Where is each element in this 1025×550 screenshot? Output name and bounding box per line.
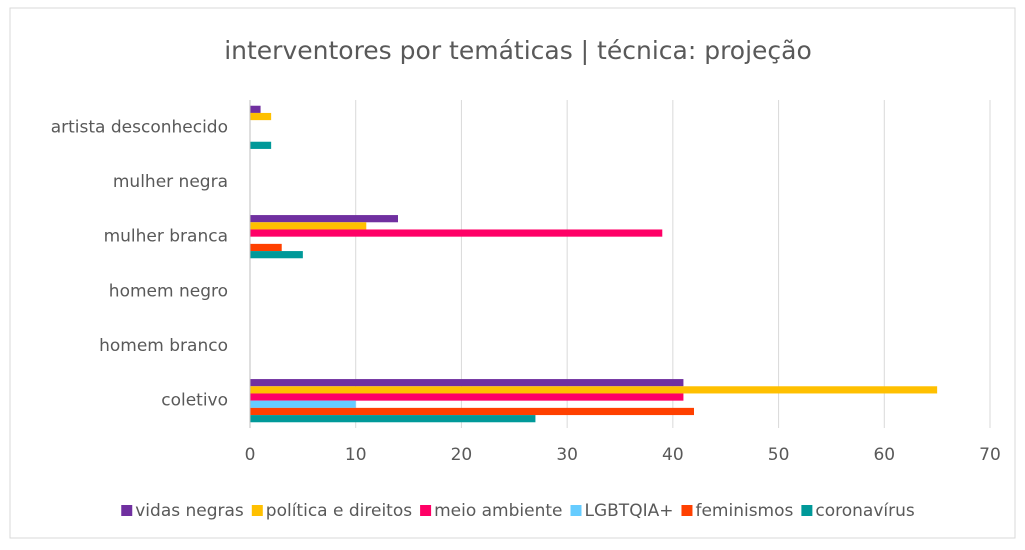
y-tick-label: coletivo — [161, 391, 228, 411]
x-tick-label: 0 — [245, 445, 256, 465]
x-tick-label: 40 — [662, 445, 684, 465]
x-tick-label: 50 — [768, 445, 790, 465]
legend-label: política e direitos — [266, 501, 412, 521]
y-tick-label: mulher branca — [104, 227, 228, 247]
bar — [250, 251, 303, 259]
bar — [250, 393, 684, 401]
bar — [250, 400, 356, 408]
x-tick-label: 30 — [556, 445, 578, 465]
legend-swatch — [681, 505, 693, 516]
bar — [250, 407, 694, 416]
legend-label: feminismos — [695, 501, 793, 521]
bar — [250, 141, 272, 149]
legend-label: coronavírus — [815, 501, 915, 521]
bar — [250, 415, 536, 423]
bar — [250, 243, 282, 252]
legend-swatch — [801, 505, 813, 516]
x-tick-label: 10 — [345, 445, 367, 465]
bar — [250, 222, 367, 230]
legend-swatch — [420, 505, 432, 516]
y-tick-label: homem negro — [109, 281, 228, 301]
x-tick-label: 70 — [979, 445, 1001, 465]
bar — [250, 379, 684, 387]
legend-swatch — [251, 505, 263, 516]
y-tick-label: mulher negra — [113, 172, 228, 192]
bar — [250, 229, 663, 237]
x-tick-label: 60 — [873, 445, 895, 465]
y-tick-label: homem branco — [99, 336, 228, 356]
y-tick-label: artista desconhecido — [51, 117, 228, 137]
bar — [250, 112, 272, 121]
legend-label: LGBTQIA+ — [585, 501, 674, 521]
legend-swatch — [121, 505, 133, 516]
bar — [250, 105, 261, 113]
legend-label: meio ambiente — [434, 501, 562, 521]
legend-swatch — [570, 505, 582, 516]
legend-label: vidas negras — [135, 501, 244, 521]
bar — [250, 386, 938, 394]
chart-title: interventores por temáticas | técnica: p… — [224, 36, 812, 65]
x-tick-label: 20 — [451, 445, 473, 465]
chart-border — [9, 7, 1016, 539]
bar — [250, 215, 398, 223]
